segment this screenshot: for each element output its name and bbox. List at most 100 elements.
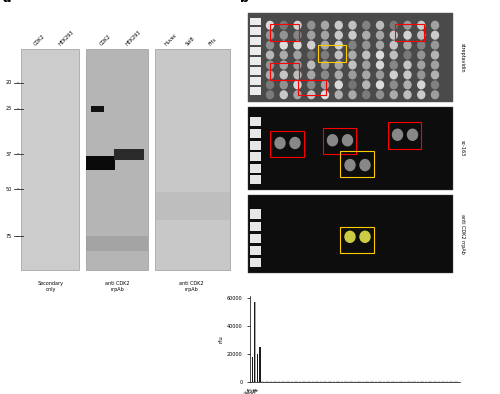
Circle shape [418,71,425,79]
Bar [250,234,261,243]
Circle shape [308,21,315,29]
Circle shape [432,51,438,59]
Circle shape [266,51,274,59]
Text: 20: 20 [6,80,12,85]
Circle shape [404,21,411,29]
Bar [322,128,356,154]
Bar [250,246,261,255]
Bar [21,49,78,270]
Circle shape [363,91,370,98]
Text: CHEK2A: CHEK2A [242,387,258,394]
Bar [250,28,261,35]
Text: HEK293: HEK293 [58,29,75,46]
Circle shape [342,135,352,146]
Text: 50: 50 [6,187,12,192]
Circle shape [266,81,274,89]
Bar [250,164,261,173]
Circle shape [363,41,370,49]
Circle shape [266,41,274,49]
Circle shape [376,81,384,89]
Circle shape [266,31,274,39]
Circle shape [418,61,425,69]
Circle shape [322,31,328,39]
Circle shape [345,160,355,171]
Circle shape [322,61,328,69]
Circle shape [390,81,397,89]
Bar [250,258,261,267]
Circle shape [308,51,315,59]
Circle shape [404,51,411,59]
Circle shape [322,71,328,79]
Circle shape [376,21,384,29]
Circle shape [363,71,370,79]
Circle shape [418,31,425,39]
Circle shape [349,51,356,59]
Circle shape [308,31,315,39]
Circle shape [322,21,328,29]
Bar [250,87,261,95]
Circle shape [266,91,274,98]
Text: Secondary
only: Secondary only [38,281,64,292]
Circle shape [280,81,287,89]
Bar [250,152,261,161]
Bar [86,236,148,251]
Text: b: b [240,0,249,5]
Circle shape [322,41,328,49]
Bar [250,141,261,150]
Circle shape [376,61,384,69]
Text: -: - [16,152,18,157]
Circle shape [322,81,328,89]
Text: anti CDK2 rrpAb: anti CDK2 rrpAb [460,214,465,254]
Circle shape [390,31,397,39]
Text: MAP2K6A: MAP2K6A [234,387,252,394]
Circle shape [390,41,397,49]
Circle shape [418,91,425,98]
Circle shape [363,61,370,69]
Circle shape [432,91,438,98]
Circle shape [335,81,342,89]
Circle shape [308,91,315,98]
Circle shape [266,21,274,29]
Bar [250,47,261,55]
Circle shape [308,71,315,79]
Circle shape [418,51,425,59]
Bar [250,221,261,231]
Circle shape [294,91,301,98]
Circle shape [390,21,397,29]
Bar [250,117,261,126]
Text: a: a [2,0,11,5]
Circle shape [345,231,355,242]
Circle shape [280,61,287,69]
Bar [250,37,261,45]
Text: FHs: FHs [208,37,218,46]
Bar [250,67,261,75]
Circle shape [418,41,425,49]
Circle shape [408,129,418,140]
Bar [86,49,148,270]
Circle shape [404,81,411,89]
Text: 25: 25 [6,106,12,111]
Circle shape [432,41,438,49]
Circle shape [404,41,411,49]
Circle shape [280,91,287,98]
Text: -: - [16,234,18,239]
Circle shape [328,135,338,146]
Circle shape [363,81,370,89]
Circle shape [392,129,402,140]
Circle shape [404,61,411,69]
Circle shape [290,138,300,149]
Bar [250,77,261,85]
Bar [114,149,144,160]
Circle shape [390,91,397,98]
Circle shape [418,21,425,29]
Text: -: - [16,106,18,111]
Text: -: - [16,80,18,85]
Circle shape [376,41,384,49]
Text: 75: 75 [6,234,12,239]
Circle shape [360,231,370,242]
Circle shape [390,51,397,59]
Bar [250,57,261,65]
Text: Sol8: Sol8 [184,35,196,46]
Bar [395,24,424,41]
Bar [250,210,261,219]
